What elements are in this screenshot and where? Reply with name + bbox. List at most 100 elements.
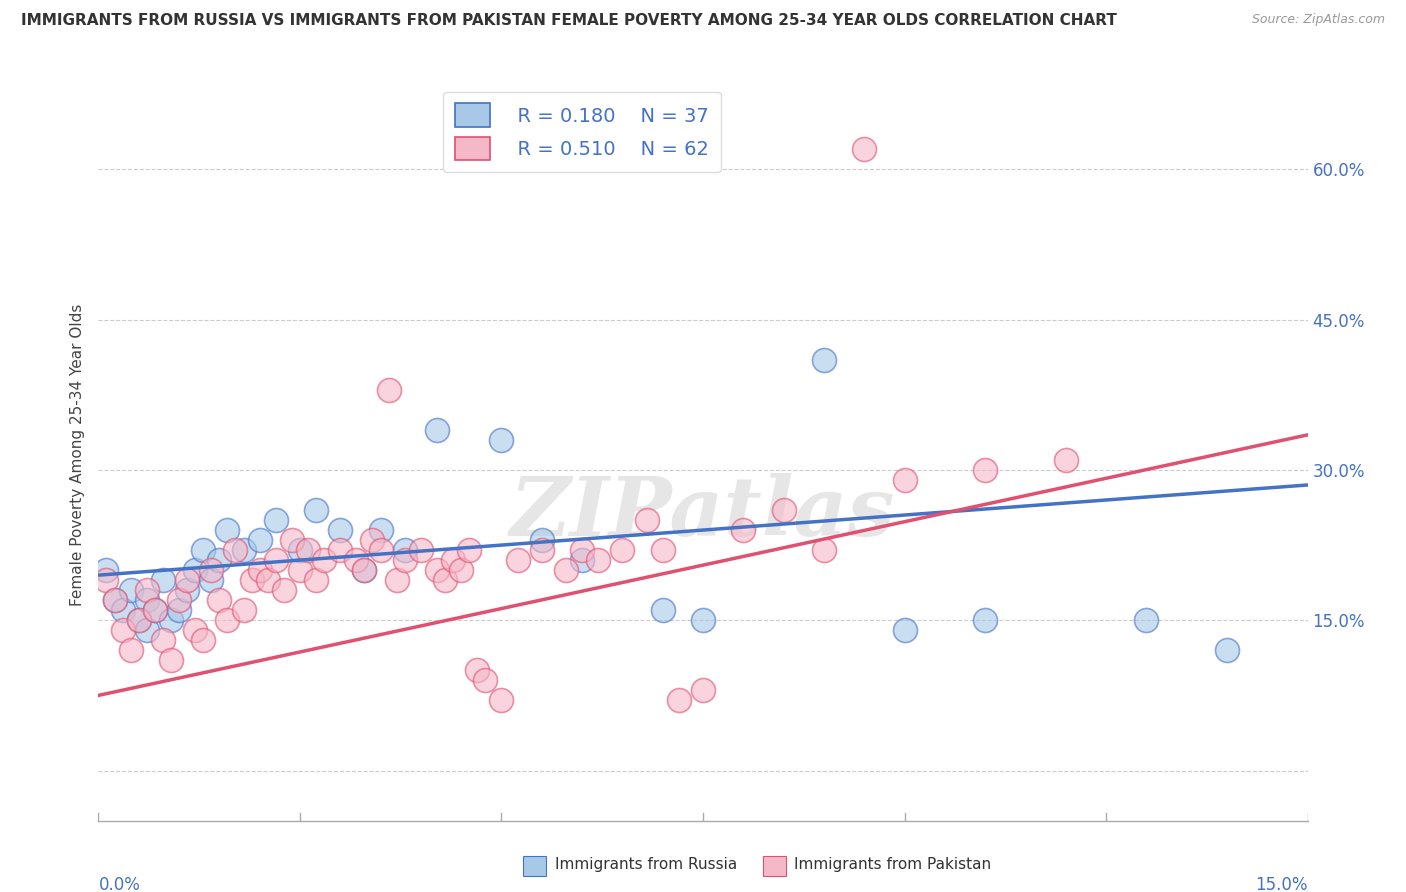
Point xyxy=(506,553,529,567)
Point xyxy=(1135,613,1157,627)
Point xyxy=(491,433,513,447)
Point xyxy=(530,533,553,547)
Point xyxy=(143,603,166,617)
Point xyxy=(103,593,125,607)
Point xyxy=(103,593,125,607)
Text: Immigrants from Pakistan: Immigrants from Pakistan xyxy=(794,857,991,872)
Point xyxy=(329,523,352,537)
Point xyxy=(135,624,157,638)
Point xyxy=(232,543,254,558)
Point xyxy=(256,573,278,587)
Point xyxy=(353,563,375,577)
Text: Source: ZipAtlas.com: Source: ZipAtlas.com xyxy=(1251,13,1385,27)
Point xyxy=(184,563,207,577)
Point xyxy=(249,533,271,547)
Point xyxy=(152,633,174,648)
Point xyxy=(120,643,142,657)
Point xyxy=(974,463,997,477)
Point xyxy=(893,473,915,487)
Point xyxy=(297,543,319,558)
Point xyxy=(128,613,150,627)
Point xyxy=(344,553,367,567)
Point xyxy=(143,603,166,617)
Point xyxy=(1216,643,1239,657)
Point xyxy=(555,563,578,577)
Point xyxy=(193,543,215,558)
Point xyxy=(160,613,183,627)
Point xyxy=(176,573,198,587)
Text: ZIPatlas: ZIPatlas xyxy=(510,474,896,553)
Point xyxy=(426,423,449,437)
Point xyxy=(200,563,222,577)
Point xyxy=(273,583,295,598)
Point xyxy=(394,543,416,558)
Point xyxy=(636,513,658,527)
Point xyxy=(465,664,488,678)
Point xyxy=(120,583,142,598)
Point xyxy=(450,563,472,577)
Point xyxy=(160,653,183,667)
Point xyxy=(370,523,392,537)
Point xyxy=(813,543,835,558)
Point xyxy=(232,603,254,617)
Point xyxy=(474,673,496,688)
Point xyxy=(200,573,222,587)
Point xyxy=(1054,453,1077,467)
Text: 0.0%: 0.0% xyxy=(98,876,141,892)
Point xyxy=(111,603,134,617)
Text: IMMIGRANTS FROM RUSSIA VS IMMIGRANTS FROM PAKISTAN FEMALE POVERTY AMONG 25-34 YE: IMMIGRANTS FROM RUSSIA VS IMMIGRANTS FRO… xyxy=(21,13,1116,29)
Point xyxy=(176,583,198,598)
Point xyxy=(111,624,134,638)
Point xyxy=(491,693,513,707)
Point xyxy=(441,553,464,567)
Point xyxy=(571,553,593,567)
Point xyxy=(361,533,384,547)
Point xyxy=(586,553,609,567)
Point xyxy=(772,503,794,517)
Point xyxy=(692,683,714,698)
Point xyxy=(224,543,246,558)
Point xyxy=(152,573,174,587)
Point xyxy=(96,573,118,587)
Point xyxy=(96,563,118,577)
Point xyxy=(458,543,481,558)
Point xyxy=(394,553,416,567)
Point xyxy=(217,523,239,537)
Text: Immigrants from Russia: Immigrants from Russia xyxy=(555,857,738,872)
Point xyxy=(184,624,207,638)
Point xyxy=(288,563,311,577)
Point xyxy=(128,613,150,627)
Point xyxy=(135,583,157,598)
Point xyxy=(240,573,263,587)
Point xyxy=(813,352,835,367)
Point xyxy=(167,603,190,617)
Y-axis label: Female Poverty Among 25-34 Year Olds: Female Poverty Among 25-34 Year Olds xyxy=(69,304,84,606)
Point xyxy=(314,553,336,567)
Point xyxy=(249,563,271,577)
Point xyxy=(530,543,553,558)
Point xyxy=(893,624,915,638)
Point xyxy=(135,593,157,607)
Text: 15.0%: 15.0% xyxy=(1256,876,1308,892)
Point xyxy=(305,573,328,587)
Point xyxy=(571,543,593,558)
Point xyxy=(692,613,714,627)
Point xyxy=(668,693,690,707)
Point xyxy=(264,553,287,567)
Point xyxy=(305,503,328,517)
Legend:   R = 0.180    N = 37,   R = 0.510    N = 62: R = 0.180 N = 37, R = 0.510 N = 62 xyxy=(443,92,721,172)
Point xyxy=(377,383,399,397)
Point xyxy=(434,573,457,587)
Point xyxy=(167,593,190,607)
Point xyxy=(733,523,755,537)
Point xyxy=(208,593,231,607)
Point xyxy=(974,613,997,627)
Point xyxy=(853,142,876,156)
Point xyxy=(288,543,311,558)
Point xyxy=(329,543,352,558)
Point xyxy=(370,543,392,558)
Point xyxy=(612,543,634,558)
Point xyxy=(208,553,231,567)
Point xyxy=(264,513,287,527)
Point xyxy=(651,603,673,617)
